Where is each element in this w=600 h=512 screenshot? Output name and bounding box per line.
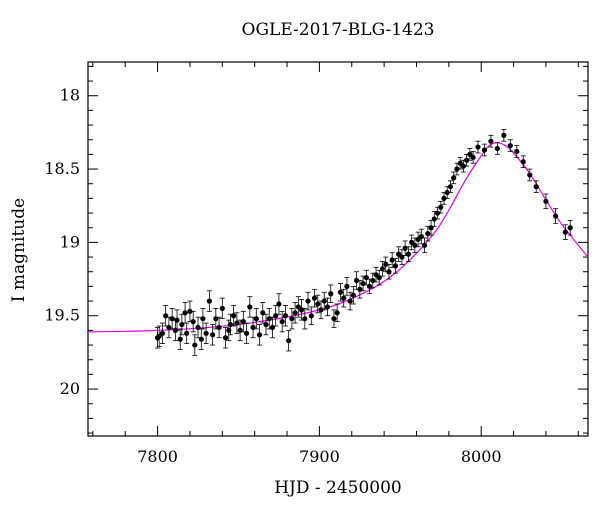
data-point (438, 204, 444, 210)
y-tick-label: 19.5 (44, 306, 80, 325)
data-point (527, 172, 533, 178)
data-point (347, 298, 353, 304)
data-point (331, 316, 337, 322)
data-point (321, 298, 327, 304)
y-tick-label: 18 (60, 86, 80, 105)
data-point (383, 261, 389, 267)
data-point (219, 305, 225, 311)
data-point (441, 195, 447, 201)
data-point (354, 277, 360, 284)
x-tick-label: 8000 (461, 447, 502, 466)
data-point (494, 145, 500, 152)
data-point (311, 295, 318, 301)
data-point (177, 336, 183, 342)
data-point (324, 304, 331, 310)
data-point (256, 332, 263, 338)
data-point (431, 216, 437, 222)
data-point (203, 330, 209, 336)
x-tick-label: 7900 (299, 447, 340, 466)
data-point (243, 330, 250, 336)
data-point (282, 313, 289, 319)
data-point (344, 283, 350, 289)
model-curve (88, 142, 588, 333)
data-point (481, 147, 488, 153)
data-point (533, 184, 539, 190)
chart-title: OGLE-2017-BLG-1423 (241, 20, 435, 40)
data-point (315, 301, 321, 307)
data-point (206, 298, 212, 304)
data-point (286, 338, 292, 344)
data-point (334, 310, 340, 316)
data-point (192, 342, 198, 348)
data-point (520, 159, 526, 165)
data-point (454, 166, 460, 172)
data-point (318, 307, 324, 313)
data-point (190, 319, 196, 325)
data-point (341, 295, 347, 301)
data-point (209, 332, 216, 338)
data-point (184, 330, 190, 336)
data-point (216, 324, 222, 331)
data-point (279, 319, 285, 325)
data-point (198, 336, 204, 342)
data-point (488, 138, 494, 144)
data-point (475, 144, 481, 150)
data-point (174, 317, 180, 323)
data-point (222, 335, 229, 341)
data-point (464, 157, 470, 163)
data-point (543, 198, 549, 204)
data-point (350, 292, 356, 298)
plot-frame (87, 61, 589, 437)
data-point (451, 175, 457, 181)
data-point (470, 154, 476, 160)
data-point (337, 289, 344, 295)
data-point (386, 269, 392, 275)
data-point (553, 213, 559, 219)
data-point (182, 310, 188, 316)
data-point (159, 330, 166, 336)
x-tick-label: 7800 (137, 447, 178, 466)
data-point (507, 143, 513, 149)
data-point (263, 321, 269, 328)
data-point (328, 291, 334, 297)
data-point (567, 225, 573, 231)
data-point (562, 229, 568, 235)
data-point (379, 266, 386, 272)
data-point (501, 132, 507, 138)
data-point (231, 313, 237, 319)
data-point (305, 298, 311, 304)
data-point (234, 320, 240, 326)
data-point (276, 301, 282, 307)
data-point (405, 251, 411, 257)
y-tick-label: 20 (60, 379, 80, 398)
y-tick-label: 18.5 (44, 159, 80, 178)
data-point (392, 263, 399, 269)
data-point (289, 316, 295, 322)
data-point (200, 316, 206, 322)
data-point (253, 316, 259, 322)
x-axis-label: HJD - 2450000 (274, 478, 402, 498)
data-point (460, 163, 467, 169)
data-point (292, 310, 298, 316)
data-point (444, 189, 450, 196)
data-point (434, 210, 441, 216)
y-tick-label: 19 (60, 232, 80, 251)
data-point (421, 242, 428, 248)
data-point (187, 308, 193, 314)
data-point (447, 184, 454, 190)
data-point (514, 148, 520, 155)
data-point (308, 313, 314, 319)
data-point (247, 304, 253, 310)
data-point (302, 316, 308, 322)
